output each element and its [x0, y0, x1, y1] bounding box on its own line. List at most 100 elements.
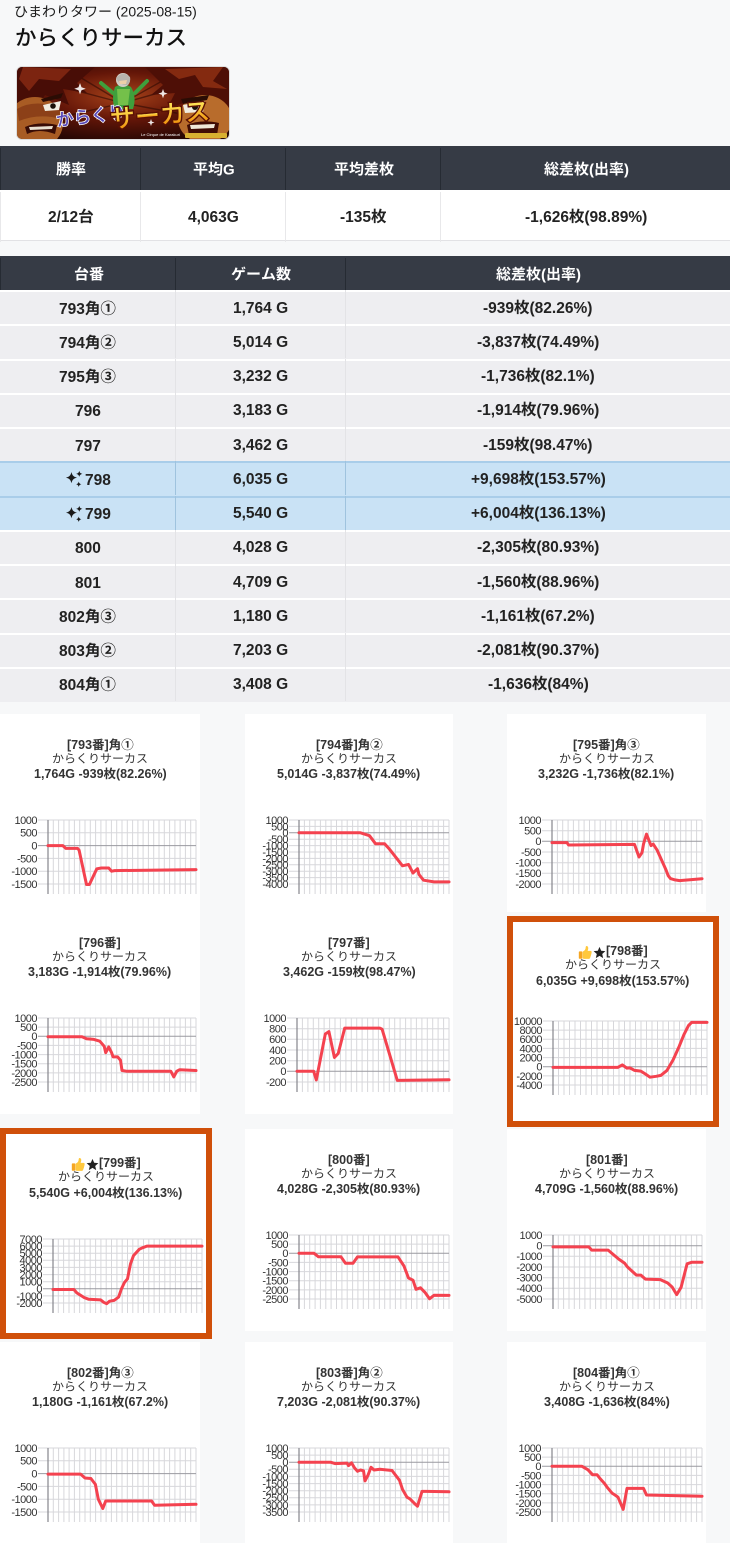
svg-text:-3000: -3000 [262, 866, 288, 878]
svg-text:800: 800 [269, 1024, 286, 1036]
svg-text:(67.2%): (67.2%) [540, 608, 594, 625]
svg-text:500: 500 [20, 828, 37, 840]
svg-text:-2500: -2500 [11, 1077, 37, 1089]
svg-text:7,203: 7,203 [233, 642, 272, 659]
svg-text:5,014G: 5,014G [277, 767, 318, 781]
svg-text:-200: -200 [266, 1077, 286, 1089]
svg-text:(82.26%): (82.26%) [116, 767, 167, 781]
svg-text:-3500: -3500 [262, 1507, 288, 1519]
svg-text:]: ] [104, 738, 108, 752]
svg-text:(153.57%): (153.57%) [534, 471, 606, 488]
svg-text:-1000: -1000 [262, 841, 288, 853]
svg-text:7,203G: 7,203G [277, 1395, 318, 1409]
svg-text:-939: -939 [483, 299, 514, 316]
svg-text:0: 0 [536, 1062, 542, 1074]
svg-text:801: 801 [75, 574, 101, 591]
svg-text:-500: -500 [268, 1257, 288, 1269]
svg-text:(98.89%): (98.89%) [584, 208, 647, 225]
svg-text:793: 793 [59, 300, 85, 317]
svg-text:[794: [794 [316, 738, 341, 752]
svg-text:-1,636: -1,636 [588, 1395, 623, 1409]
svg-text:-3,837: -3,837 [477, 334, 521, 351]
svg-text:): ) [576, 266, 581, 283]
svg-text:0: 0 [282, 828, 288, 840]
svg-text:800: 800 [75, 540, 101, 557]
svg-text:-135: -135 [340, 208, 371, 225]
svg-text:(67.2%): (67.2%) [124, 1395, 168, 1409]
svg-text:-1500: -1500 [11, 1059, 37, 1071]
svg-text:-3,837: -3,837 [322, 767, 357, 781]
svg-text:-5000: -5000 [516, 1294, 542, 1306]
svg-text:(153.57%): (153.57%) [632, 974, 690, 988]
svg-text:+9,698: +9,698 [581, 974, 620, 988]
svg-text:[798: [798 [606, 944, 631, 958]
svg-text:6,035G: 6,035G [536, 974, 577, 988]
svg-text:-2000: -2000 [11, 1068, 37, 1080]
svg-text:3,408G: 3,408G [544, 1395, 585, 1409]
svg-text:1000: 1000 [519, 1443, 542, 1455]
svg-text:(136.13%): (136.13%) [534, 505, 606, 522]
svg-text:4000: 4000 [20, 1255, 43, 1267]
svg-text:(98.47%): (98.47%) [365, 965, 416, 979]
svg-text:(90.37%): (90.37%) [536, 642, 599, 659]
svg-text:-939: -939 [78, 767, 103, 781]
svg-text:-1,636: -1,636 [488, 676, 532, 693]
svg-text:]: ] [353, 1366, 357, 1380]
svg-text:-2500: -2500 [262, 1493, 288, 1505]
svg-text:3,232: 3,232 [233, 368, 272, 385]
svg-text:G: G [223, 161, 235, 178]
svg-text:3000: 3000 [20, 1262, 43, 1274]
svg-text:0: 0 [282, 1248, 288, 1260]
svg-text:500: 500 [271, 1450, 288, 1462]
svg-text:G: G [276, 402, 288, 419]
svg-text:-1,161: -1,161 [76, 1395, 111, 1409]
svg-text:3,408: 3,408 [233, 676, 272, 693]
svg-text:-500: -500 [268, 834, 288, 846]
svg-text:-1000: -1000 [262, 1471, 288, 1483]
svg-text:(90.37%): (90.37%) [369, 1395, 420, 1409]
svg-text:6,035: 6,035 [233, 471, 272, 488]
svg-text:[796: [796 [79, 936, 104, 950]
svg-text:G: G [276, 471, 288, 488]
svg-text:(136.13%): (136.13%) [125, 1186, 183, 1200]
svg-text:G: G [276, 505, 288, 522]
svg-text:]: ] [366, 936, 370, 950]
svg-text:G: G [276, 539, 288, 556]
svg-text:0: 0 [280, 1066, 286, 1078]
svg-text:3,462G: 3,462G [283, 965, 324, 979]
svg-text:-2000: -2000 [16, 1298, 42, 1310]
svg-text:-1500: -1500 [262, 847, 288, 859]
svg-text:1,764G: 1,764G [34, 767, 75, 781]
svg-text:500: 500 [524, 1452, 541, 1464]
svg-text:-4000: -4000 [516, 1080, 542, 1092]
svg-text:[797: [797 [328, 936, 353, 950]
svg-text:-1000: -1000 [262, 1267, 288, 1279]
svg-text:(: ( [541, 266, 546, 283]
svg-text:-2500: -2500 [262, 1294, 288, 1306]
svg-text:0: 0 [31, 841, 37, 853]
svg-text:4,063G: 4,063G [188, 208, 239, 225]
svg-text:2000: 2000 [520, 1053, 543, 1065]
svg-text:5,540G: 5,540G [29, 1186, 70, 1200]
svg-text:1000: 1000 [264, 1013, 287, 1025]
svg-text:1000: 1000 [266, 1230, 289, 1242]
svg-text:[793: [793 [67, 738, 92, 752]
svg-text:500: 500 [524, 826, 541, 838]
svg-text:(74.49%): (74.49%) [369, 767, 420, 781]
svg-text:-4000: -4000 [516, 1283, 542, 1295]
svg-text:]: ] [623, 1153, 627, 1167]
svg-text:-1000: -1000 [16, 1291, 42, 1303]
svg-text:7000: 7000 [20, 1234, 43, 1246]
svg-text:-3500: -3500 [262, 873, 288, 885]
svg-text:G: G [276, 642, 288, 659]
svg-text:[795: [795 [573, 738, 598, 752]
svg-text:796: 796 [75, 403, 101, 420]
svg-text:-1500: -1500 [11, 1507, 37, 1519]
svg-text:-159: -159 [483, 436, 514, 453]
svg-text:-1000: -1000 [515, 858, 541, 870]
svg-text:-3000: -3000 [262, 1500, 288, 1512]
svg-text:-1,914: -1,914 [477, 402, 521, 419]
svg-text:-1,914: -1,914 [73, 965, 108, 979]
svg-text:-1500: -1500 [262, 1276, 288, 1288]
svg-text:10000: 10000 [514, 1016, 542, 1028]
